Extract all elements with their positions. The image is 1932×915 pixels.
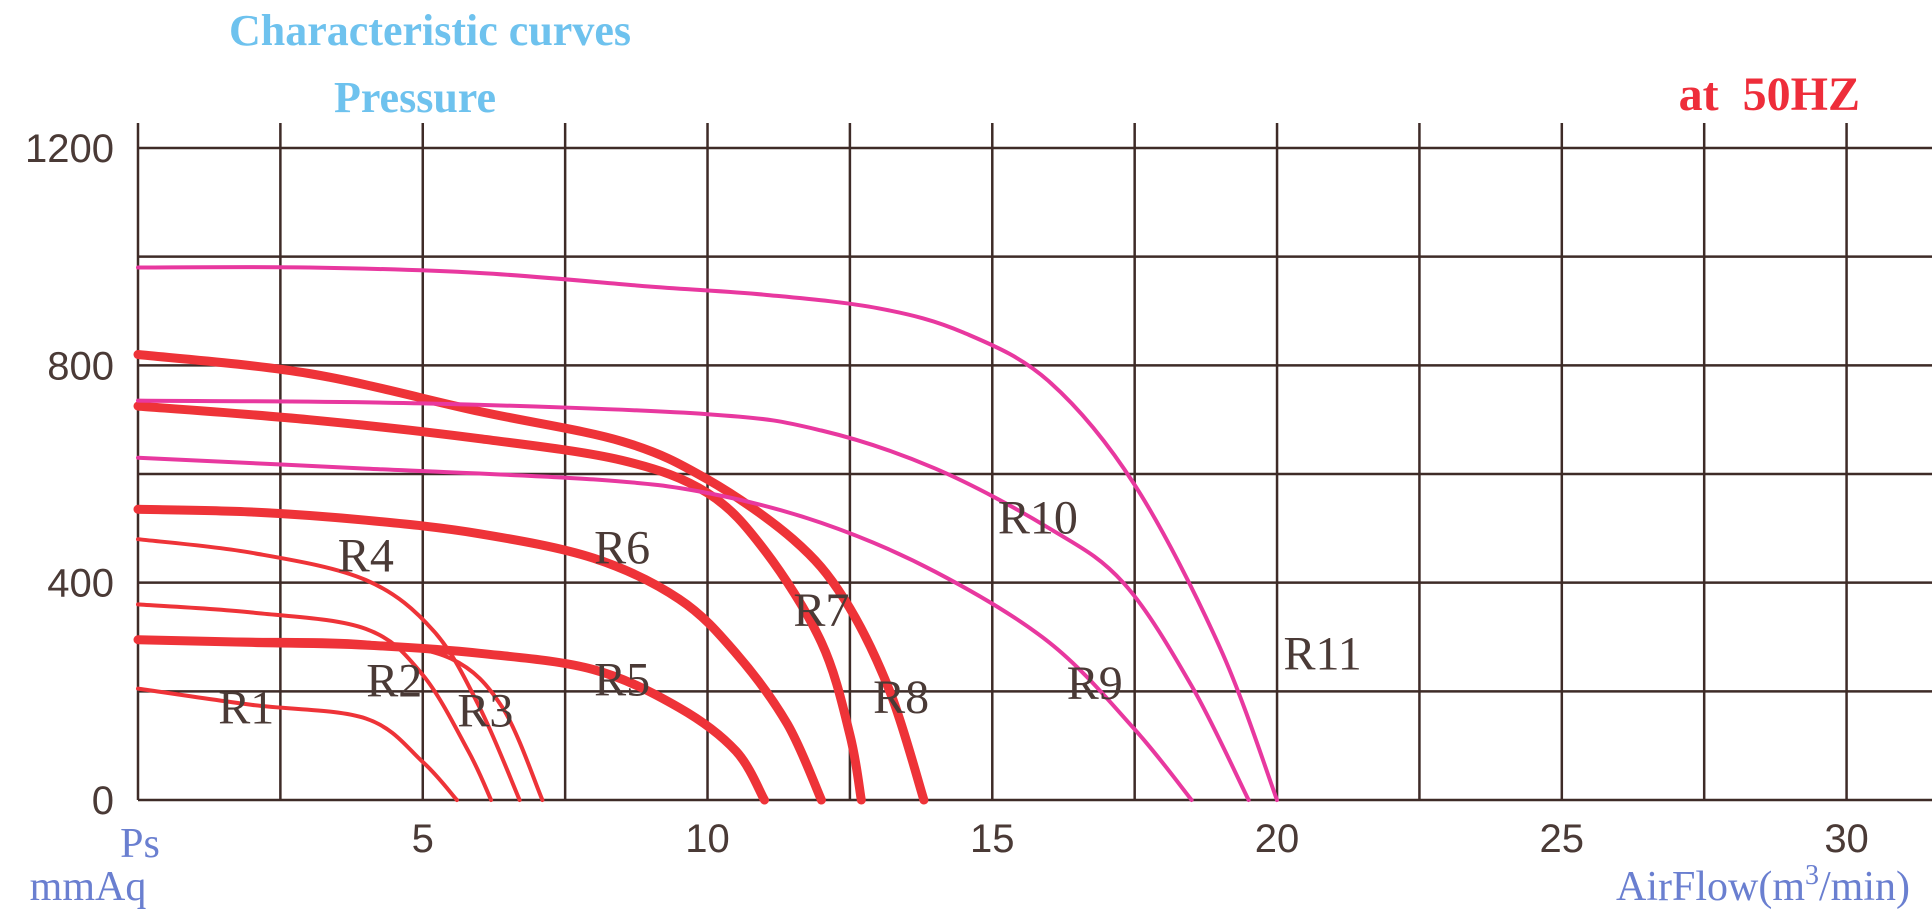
- y-tick-label: 1200: [25, 127, 114, 171]
- grid: [136, 123, 1932, 802]
- series-line-r2: [136, 602, 494, 802]
- y-tick-label: 800: [47, 344, 114, 388]
- series-line-r7: [133, 401, 866, 805]
- series-curves: [133, 265, 1279, 805]
- x-tick-label: 10: [685, 817, 730, 861]
- series-label-r3: R3: [457, 684, 513, 737]
- series-labels: R1 R2 R3 R4 R5 R6 R7 R8 R9 R10 R11: [218, 491, 1362, 737]
- y-axis-label: Ps: [120, 821, 160, 867]
- chart-title: Characteristic curves: [229, 6, 631, 55]
- frequency-annotation: at 50HZ: [1679, 68, 1860, 121]
- series-line-r11: [136, 265, 1279, 802]
- series-line-r3: [136, 537, 522, 802]
- x-axis-label: AirFlow(m3/min): [1616, 860, 1910, 910]
- series-label-r10: R10: [998, 491, 1078, 544]
- x-tick-label: 20: [1255, 817, 1300, 861]
- y-tick-label: 0: [92, 779, 114, 823]
- x-axis-label-end: /min): [1819, 864, 1910, 910]
- x-tick-label: 25: [1540, 817, 1585, 861]
- series-label-r4: R4: [338, 530, 394, 583]
- x-tick-label: 30: [1824, 817, 1869, 861]
- y-tick-label: 400: [47, 562, 114, 606]
- series-label-r7: R7: [793, 584, 849, 637]
- series-line-r8: [133, 350, 929, 805]
- x-axis-label-sup: 3: [1805, 860, 1819, 891]
- series-line-r9: [136, 455, 1194, 802]
- y-axis-unit: mmAq: [30, 864, 147, 910]
- series-line-r1: [136, 686, 459, 802]
- x-tick-label: 5: [412, 817, 434, 861]
- series-label-r8: R8: [873, 671, 929, 724]
- chart-subtitle: Pressure: [334, 73, 496, 122]
- axis-ticks: 0 400 800 1200 5 10 15 20 25 30: [25, 127, 1869, 861]
- series-label-r5: R5: [594, 653, 650, 706]
- series-label-r2: R2: [366, 654, 422, 707]
- x-axis-label-main: AirFlow(m: [1616, 864, 1805, 910]
- series-label-r6: R6: [594, 521, 650, 574]
- series-label-r11: R11: [1283, 627, 1361, 680]
- series-line-r5: [133, 635, 769, 805]
- series-line-r10: [136, 398, 1251, 802]
- x-tick-label: 15: [970, 817, 1015, 861]
- series-label-r9: R9: [1067, 657, 1123, 710]
- series-label-r1: R1: [218, 682, 274, 735]
- series-line-r6: [133, 504, 826, 805]
